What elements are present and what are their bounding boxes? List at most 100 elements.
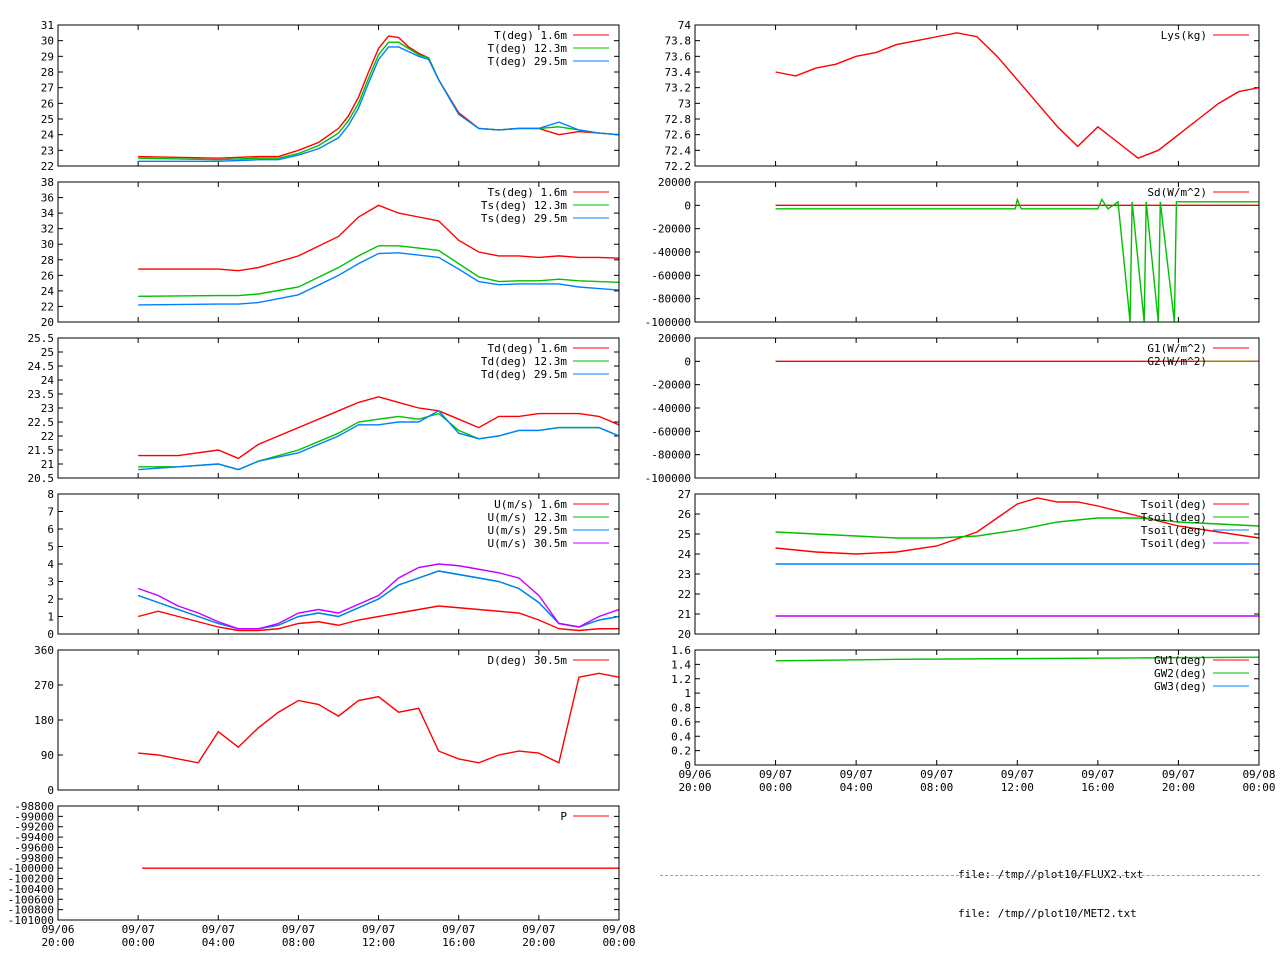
legend-label: U(m/s) 30.5m: [488, 537, 568, 550]
legend-label: Tsoil(deg): [1141, 537, 1207, 550]
ytick-label: 0: [684, 355, 691, 368]
ytick-label: 21: [41, 458, 54, 471]
ytick-label: 27: [678, 488, 691, 501]
xtick-label-time: 16:00: [442, 936, 475, 949]
ytick-label: 4: [47, 558, 54, 571]
ytick-label: 1: [47, 611, 54, 624]
xtick-label-date: 09/07: [522, 923, 555, 936]
ytick-label: -80000: [651, 449, 691, 462]
ytick-label: -101000: [8, 914, 54, 927]
xtick-label-date: 09/07: [759, 768, 792, 781]
ytick-label: 20.5: [28, 472, 55, 485]
file-line-1: file: /tmp//plot10/FLUX2.txt: [958, 868, 1144, 881]
file-list: file: /tmp//plot10/FLUX2.txt file: /tmp/…: [958, 842, 1143, 933]
ytick-label: 3: [47, 576, 54, 589]
series-line-3: [138, 46, 619, 163]
xtick-label-date: 09/07: [1081, 768, 1114, 781]
ytick-label: -98800: [14, 800, 54, 813]
ytick-label: 1: [684, 687, 691, 700]
ytick-label: 24: [41, 285, 55, 298]
xtick-label-date: 09/07: [1162, 768, 1195, 781]
ytick-label: 24.5: [28, 360, 55, 373]
legend-label: P: [560, 810, 567, 823]
ytick-label: 180: [34, 714, 54, 727]
ytick-label: 28: [41, 254, 54, 267]
panel-frame: [57, 493, 620, 635]
ytick-label: -99800: [14, 852, 54, 865]
legend-label: D(deg) 30.5m: [488, 654, 568, 667]
series-line-2: [775, 197, 1259, 322]
xtick-label-time: 00:00: [759, 781, 792, 794]
panel-frame: [694, 181, 1260, 323]
legend-label: GW2(deg): [1154, 667, 1207, 680]
panel-lysimeter: 72.2 72.4 72.6 72.8 73 73.2 73.4 73.6 73.8 74 Lys(…: [665, 19, 1260, 173]
xtick-label-time: 00:00: [602, 936, 635, 949]
ytick-label: -60000: [651, 269, 691, 282]
ytick-label: 73.2: [665, 82, 692, 95]
ytick-label: 26: [41, 97, 54, 110]
ytick-label: 73.4: [665, 66, 692, 79]
ytick-label: 22: [41, 430, 54, 443]
ytick-label: 0.6: [671, 716, 691, 729]
series-line-1: [138, 672, 619, 764]
series-line-3: [138, 409, 619, 471]
ytick-label: 0: [47, 628, 54, 641]
ytick-label: 28: [41, 66, 54, 79]
ytick-label: 25.5: [28, 332, 55, 345]
legend-label: G2(W/m^2): [1147, 355, 1207, 368]
ytick-label: 73.6: [665, 50, 692, 63]
ytick-label: 5: [47, 541, 54, 554]
series-line-1: [138, 396, 619, 460]
xtick-label-time: 00:00: [1242, 781, 1275, 794]
xtick-label-time: 20:00: [41, 936, 74, 949]
panel-soil-temp: 2021222324252627Tsoil(deg)Tsoil(deg)Tsoi…: [678, 488, 1260, 641]
ytick-label: 22: [678, 588, 691, 601]
series-line-2: [138, 412, 619, 471]
xtick-label-date: 09/06: [678, 768, 711, 781]
xtick-label-date: 09/07: [920, 768, 953, 781]
ytick-label: 34: [41, 207, 55, 220]
ytick-label: 0: [684, 199, 691, 212]
legend-label: U(m/s) 12.3m: [488, 511, 568, 524]
legend-label: Td(deg) 12.3m: [481, 355, 567, 368]
series-line-2: [138, 245, 619, 298]
xtick-label-time: 00:00: [122, 936, 155, 949]
legend-label: Td(deg) 1.6m: [488, 342, 568, 355]
ytick-label: 20: [678, 628, 691, 641]
ytick-label: 25: [41, 346, 54, 359]
ytick-label: -20000: [651, 223, 691, 236]
ytick-label: 73: [678, 97, 691, 110]
file-line-2: file: /tmp//plot10/MET2.txt: [958, 907, 1137, 920]
ytick-label: 21: [678, 608, 691, 621]
ytick-label: 73.8: [665, 35, 692, 48]
xtick-label-time: 20:00: [1162, 781, 1195, 794]
panel-frame: [57, 24, 620, 167]
ytick-label: 22: [41, 300, 54, 313]
legend-label: Ts(deg) 1.6m: [488, 186, 568, 199]
ytick-label: -100200: [8, 873, 54, 886]
series-line-1: [775, 32, 1259, 159]
ytick-label: 23.5: [28, 388, 55, 401]
series-line-4: [137, 563, 619, 630]
ytick-label: 72.4: [665, 144, 692, 157]
xtick-label-time: 16:00: [1081, 781, 1114, 794]
ytick-label: 1.6: [671, 644, 691, 657]
ytick-label: -100000: [645, 472, 691, 485]
series-line-1: [138, 204, 619, 272]
ytick-label: 0.4: [671, 730, 691, 743]
ytick-label: -99600: [14, 841, 54, 854]
ytick-label: -99200: [14, 821, 54, 834]
legend-label: Ts(deg) 12.3m: [481, 199, 567, 212]
legend-label: Tsoil(deg): [1141, 524, 1207, 537]
ytick-label: 23: [41, 144, 54, 157]
legend-label: T(deg) 29.5m: [488, 55, 568, 68]
ytick-label: 25: [678, 528, 691, 541]
ytick-label: 74: [678, 19, 692, 32]
divider-dashed: [660, 875, 1260, 876]
ytick-label: 270: [34, 679, 54, 692]
xtick-label-time: 20:00: [522, 936, 555, 949]
xtick-label-date: 09/06: [41, 923, 74, 936]
panel-air-temp: 22 23 24 25 26 27 28 29 30 31 T(deg) 1.6mT(deg) 12…: [41, 19, 620, 173]
ytick-label: 21.5: [28, 444, 55, 457]
ytick-label: 72.2: [665, 160, 692, 173]
